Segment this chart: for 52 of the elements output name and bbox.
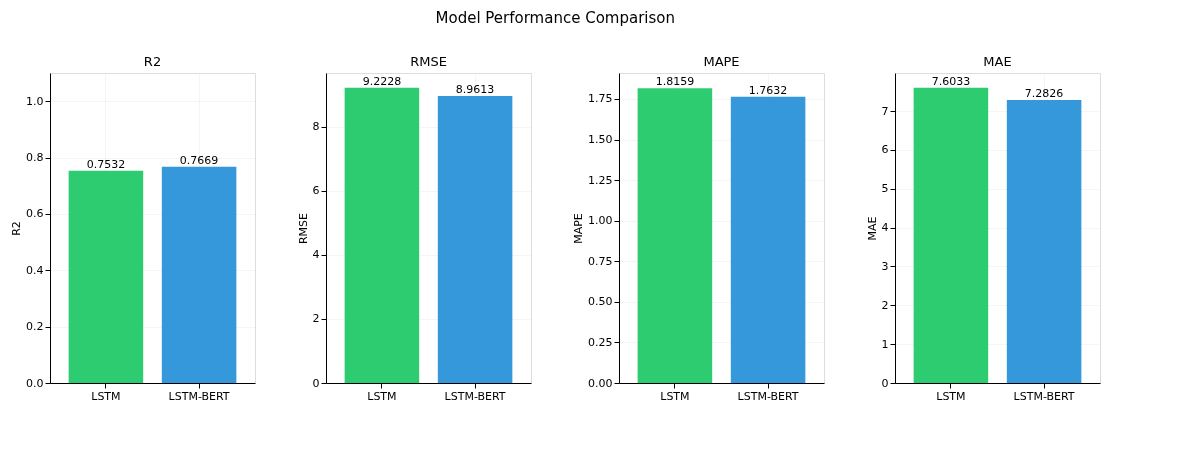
y-tick-label: 1.0 bbox=[26, 94, 44, 108]
y-tick-label: 2 bbox=[881, 298, 889, 312]
data-label: 0.7669 bbox=[179, 153, 219, 167]
y-tick-label: 0.4 bbox=[26, 263, 44, 277]
y-tick-label: 0.50 bbox=[588, 295, 613, 309]
y-tick-label: 0 bbox=[312, 376, 320, 390]
data-label: 9.2228 bbox=[362, 74, 402, 88]
x-tick-label: LSTM-BERT bbox=[737, 389, 799, 403]
y-tick-label: 0.25 bbox=[588, 335, 613, 349]
y-tick-label: 0.75 bbox=[588, 254, 613, 268]
y-tick-label: 8 bbox=[312, 120, 320, 134]
y-tick-label: 5 bbox=[881, 182, 889, 196]
y-tick-label: 4 bbox=[312, 248, 320, 262]
y-tick-label: 6 bbox=[312, 184, 320, 198]
y-tick-label: 0 bbox=[881, 376, 889, 390]
data-label: 7.6033 bbox=[931, 74, 971, 88]
y-tick-label: 1.50 bbox=[588, 133, 613, 147]
y-tick-label: 0.0 bbox=[26, 376, 44, 390]
x-tick-label: LSTM-BERT bbox=[168, 389, 230, 403]
y-tick-label: 1.00 bbox=[588, 214, 613, 228]
x-tick-label: LSTM-BERT bbox=[1013, 389, 1075, 403]
y-axis-title: MAE bbox=[865, 216, 879, 241]
y-tick-label: 0.2 bbox=[26, 320, 44, 334]
chart-title: RMSE bbox=[410, 54, 447, 69]
data-label: 8.9613 bbox=[455, 83, 495, 97]
x-tick-label: LSTM bbox=[660, 389, 690, 403]
y-tick-label: 1.25 bbox=[588, 173, 613, 187]
y-tick-label: 0.8 bbox=[26, 151, 44, 165]
y-tick-label: 1 bbox=[881, 337, 889, 351]
chart-title: MAPE bbox=[703, 54, 740, 69]
x-tick-label: LSTM bbox=[936, 389, 966, 403]
x-tick-label: LSTM-BERT bbox=[444, 389, 506, 403]
data-label: 0.7532 bbox=[86, 157, 126, 171]
data-label: 7.2826 bbox=[1024, 87, 1064, 101]
x-tick-label: LSTM bbox=[91, 389, 121, 403]
y-axis-title: RMSE bbox=[296, 212, 310, 245]
data-label: 1.8159 bbox=[655, 75, 695, 89]
x-tick-label: LSTM bbox=[367, 389, 397, 403]
data-label: 1.7632 bbox=[748, 83, 788, 97]
y-tick-label: 3 bbox=[881, 259, 889, 273]
y-axis-title: R2 bbox=[10, 221, 24, 236]
text: Model Performance Comparison bbox=[435, 8, 675, 27]
y-tick-label: 0.00 bbox=[588, 376, 613, 390]
y-tick-label: 1.75 bbox=[588, 92, 613, 106]
y-tick-label: 7 bbox=[881, 104, 889, 118]
y-tick-label: 2 bbox=[312, 312, 320, 326]
y-tick-label: 4 bbox=[881, 221, 889, 235]
chart-title: R2 bbox=[143, 54, 162, 69]
y-axis-title: MAPE bbox=[572, 213, 586, 244]
y-tick-label: 6 bbox=[881, 143, 889, 157]
chart-title: MAE bbox=[983, 54, 1012, 69]
y-tick-label: 0.6 bbox=[26, 207, 44, 221]
